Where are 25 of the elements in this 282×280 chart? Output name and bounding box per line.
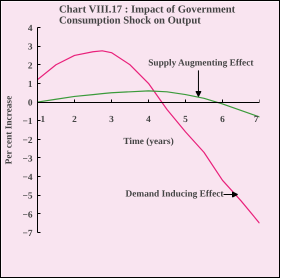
y-axis-title: Per cent Increase — [4, 96, 15, 164]
x-tick-label: 3 — [109, 115, 114, 126]
y-tick-label: −3 — [22, 154, 33, 164]
annotation: Supply Augmenting Effect — [148, 58, 254, 68]
y-tick-label: −5 — [22, 192, 33, 202]
x-tick-label: 5 — [183, 115, 188, 126]
y-tick-label: 0 — [28, 98, 33, 109]
chart-title: Chart VIII.17 : Impact of Government Consumption Shock on Output — [58, 4, 236, 26]
y-tick-label: −7 — [22, 229, 33, 239]
y-tick-label: 1 — [28, 80, 33, 90]
annotation: Demand Inducing Effect — [126, 190, 224, 200]
y-tick-label: 2 — [28, 61, 33, 72]
y-tick-label: −2 — [22, 136, 33, 146]
x-tick-label: 2 — [72, 115, 78, 126]
x-tick-label: 7 — [254, 115, 259, 126]
y-tick-label: −4 — [22, 173, 33, 184]
y-tick-label: 3 — [28, 42, 33, 53]
x-tick-label: 4 — [146, 115, 152, 126]
x-tick-label: 1 — [40, 115, 46, 126]
y-tick-label: −1 — [22, 117, 33, 128]
y-tick-label: −6 — [22, 210, 33, 220]
x-axis-title: Time (years) — [123, 136, 174, 147]
line-series — [38, 50, 260, 224]
y-tick-label: 4 — [28, 24, 33, 34]
x-tick-label: 6 — [220, 115, 226, 126]
